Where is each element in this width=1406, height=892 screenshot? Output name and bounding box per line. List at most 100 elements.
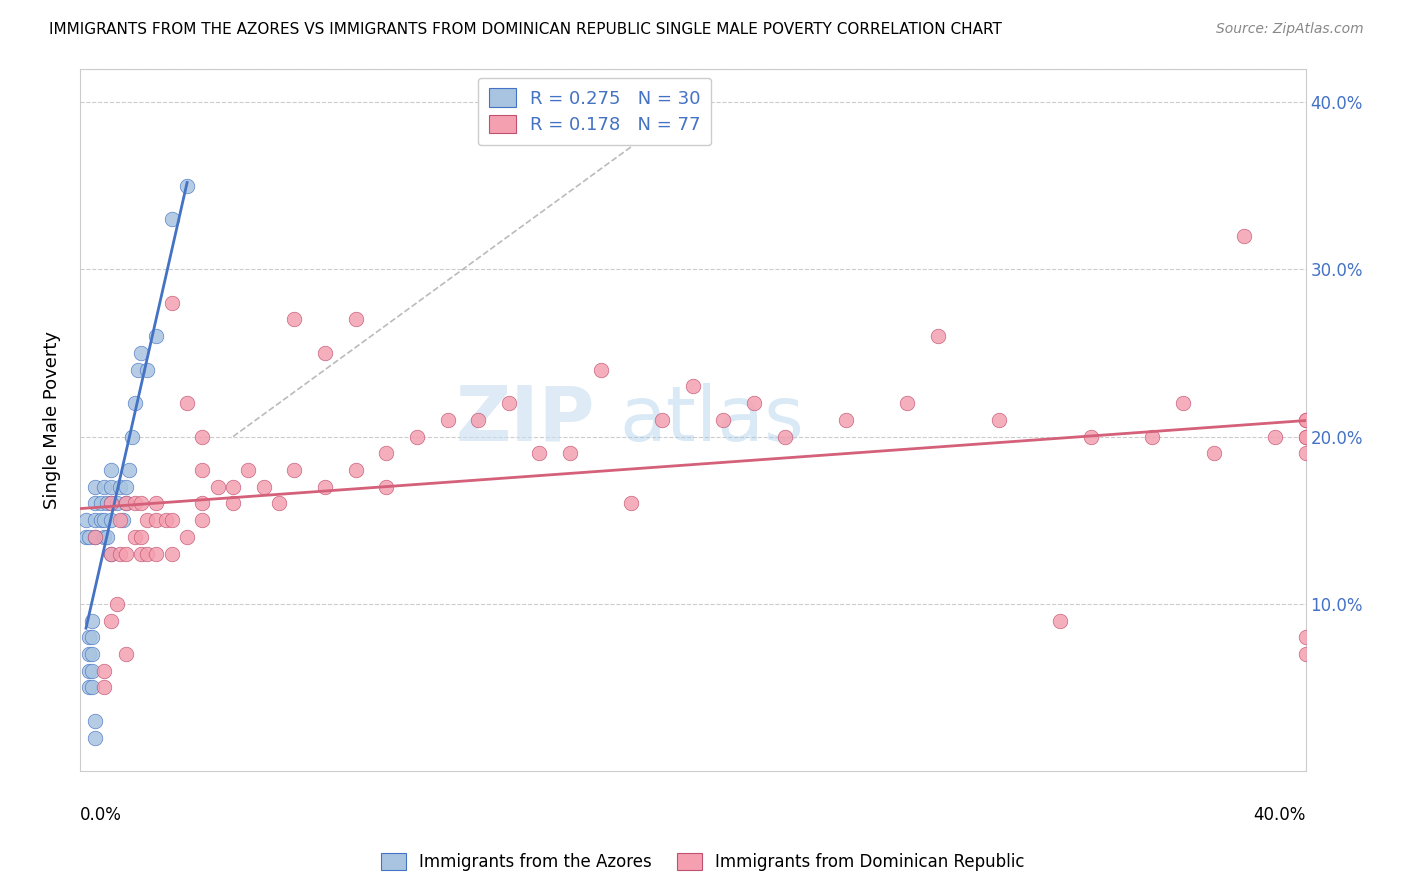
Point: [84, 731, 107, 745]
Point: [82, 664, 104, 678]
Point: [1233, 228, 1256, 243]
Point: [136, 362, 159, 376]
Point: [375, 480, 398, 494]
Point: [75, 513, 97, 527]
Point: [1295, 413, 1317, 427]
Point: [93, 664, 115, 678]
Point: [114, 647, 136, 661]
Point: [90, 513, 112, 527]
Point: [191, 429, 214, 443]
Point: [222, 480, 245, 494]
Point: [191, 496, 214, 510]
Point: [238, 463, 260, 477]
Point: [1295, 429, 1317, 443]
Point: [1295, 647, 1317, 661]
Point: [145, 547, 167, 561]
Text: atlas: atlas: [619, 383, 804, 457]
Point: [105, 597, 128, 611]
Point: [77, 630, 100, 644]
Point: [105, 496, 128, 510]
Point: [375, 446, 398, 460]
Point: [1142, 429, 1164, 443]
Point: [529, 446, 551, 460]
Point: [136, 513, 159, 527]
Point: [1202, 446, 1225, 460]
Point: [222, 496, 245, 510]
Point: [96, 496, 118, 510]
Point: [124, 530, 146, 544]
Point: [145, 513, 167, 527]
Point: [160, 547, 183, 561]
Point: [77, 664, 100, 678]
Point: [100, 614, 122, 628]
Point: [84, 496, 107, 510]
Point: [1049, 614, 1071, 628]
Point: [145, 329, 167, 343]
Point: [160, 513, 183, 527]
Point: [283, 312, 305, 326]
Point: [1295, 446, 1317, 460]
Text: IMMIGRANTS FROM THE AZORES VS IMMIGRANTS FROM DOMINICAN REPUBLIC SINGLE MALE POV: IMMIGRANTS FROM THE AZORES VS IMMIGRANTS…: [49, 22, 1002, 37]
Point: [100, 496, 122, 510]
Point: [129, 346, 152, 360]
Point: [114, 547, 136, 561]
Point: [84, 480, 107, 494]
Point: [100, 513, 122, 527]
Point: [77, 647, 100, 661]
Point: [988, 413, 1011, 427]
Point: [1264, 429, 1286, 443]
Point: [1295, 413, 1317, 427]
Point: [896, 396, 918, 410]
Point: [108, 547, 131, 561]
Point: [160, 212, 183, 227]
Point: [176, 396, 198, 410]
Point: [160, 295, 183, 310]
Point: [651, 413, 673, 427]
Legend: Immigrants from the Azores, Immigrants from Dominican Republic: Immigrants from the Azores, Immigrants f…: [373, 845, 1033, 880]
Point: [93, 530, 115, 544]
Point: [127, 362, 149, 376]
Point: [118, 463, 141, 477]
Point: [77, 530, 100, 544]
Point: [283, 463, 305, 477]
Point: [498, 396, 520, 410]
Point: [100, 480, 122, 494]
Point: [114, 496, 136, 510]
Point: [1171, 396, 1194, 410]
Point: [82, 614, 104, 628]
Point: [93, 513, 115, 527]
Point: [124, 496, 146, 510]
Text: 40.0%: 40.0%: [1253, 806, 1306, 824]
Point: [145, 496, 167, 510]
Point: [84, 714, 107, 728]
Text: 0.0%: 0.0%: [80, 806, 122, 824]
Point: [176, 530, 198, 544]
Point: [344, 463, 367, 477]
Point: [93, 480, 115, 494]
Point: [84, 513, 107, 527]
Point: [155, 513, 177, 527]
Point: [129, 496, 152, 510]
Point: [207, 480, 229, 494]
Text: Source: ZipAtlas.com: Source: ZipAtlas.com: [1216, 22, 1364, 37]
Point: [1080, 429, 1102, 443]
Point: [406, 429, 429, 443]
Point: [75, 530, 97, 544]
Point: [620, 496, 643, 510]
Point: [253, 480, 276, 494]
Point: [927, 329, 949, 343]
Point: [114, 496, 136, 510]
Point: [1295, 429, 1317, 443]
Text: ZIP: ZIP: [456, 383, 595, 457]
Point: [129, 547, 152, 561]
Point: [108, 513, 131, 527]
Point: [121, 429, 143, 443]
Point: [84, 530, 107, 544]
Point: [344, 312, 367, 326]
Point: [176, 178, 198, 193]
Point: [77, 681, 100, 695]
Point: [82, 647, 104, 661]
Point: [191, 513, 214, 527]
Point: [129, 530, 152, 544]
Point: [558, 446, 581, 460]
